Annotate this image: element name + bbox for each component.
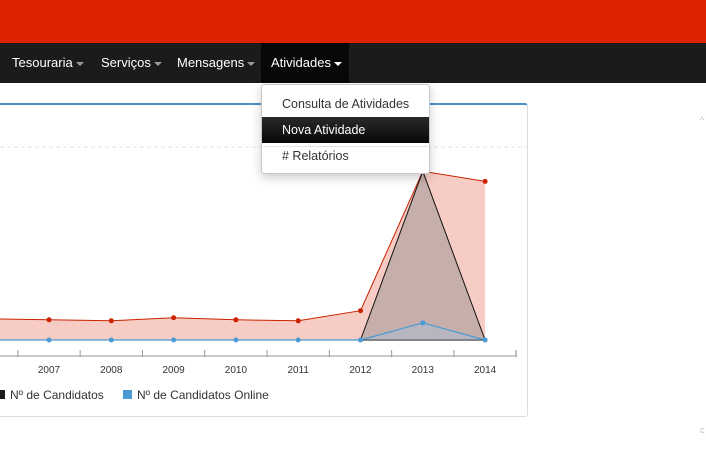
- nav-servicos-label: Serviços: [101, 55, 151, 70]
- series-candidatos-point: [108, 318, 114, 324]
- series-online-point: [108, 337, 114, 343]
- x-tick-label: 2009: [162, 365, 185, 376]
- caret-down-icon: [153, 61, 162, 66]
- atividades-dropdown-menu: Consulta de Atividades Nova Atividade # …: [261, 84, 430, 174]
- series-online-point: [171, 337, 177, 343]
- series-candidatos-point: [46, 317, 52, 323]
- series-candidatos-point: [233, 317, 239, 323]
- series-online-area: [0, 322, 486, 340]
- legend-swatch-online: [123, 390, 132, 400]
- top-brand-bar: [0, 0, 706, 43]
- series-online-point: [420, 320, 426, 326]
- x-tick-label: 2012: [349, 365, 372, 376]
- series-online-point: [295, 337, 301, 343]
- series-online-point: [46, 337, 52, 343]
- background-speck: c: [700, 425, 705, 435]
- overlay-triangle: [359, 169, 486, 341]
- nav-mensagens-label: Mensagens: [177, 55, 245, 70]
- x-tick-label: 2008: [100, 365, 123, 376]
- series-online-point: [358, 337, 363, 343]
- nav-atividades-label: Atividades: [271, 55, 331, 70]
- legend-item-candidatos[interactable]: Nº de Candidatos: [0, 388, 104, 402]
- x-tick-label: 2011: [287, 365, 309, 376]
- nav-servicos[interactable]: Serviços: [101, 43, 162, 83]
- caret-down-icon: [333, 61, 342, 66]
- x-tick-label: 2013: [412, 365, 435, 376]
- legend-label-candidatos: Nº de Candidatos: [10, 388, 104, 402]
- series-candidatos-point: [295, 318, 301, 324]
- x-tick-label: 2014: [474, 365, 497, 376]
- nav-atividades[interactable]: Atividades: [261, 43, 349, 83]
- series-candidatos-point: [482, 178, 488, 184]
- series-online-point: [482, 337, 488, 343]
- nav-tesouraria[interactable]: Tesouraria: [12, 43, 84, 83]
- x-tick-label: 2010: [225, 365, 248, 376]
- main-navbar: Tesouraria Serviços Mensagens Atividades: [0, 43, 706, 83]
- series-candidatos-area: [0, 171, 486, 340]
- caret-down-icon: [247, 61, 256, 66]
- nav-mensagens[interactable]: Mensagens: [177, 43, 256, 83]
- legend-label-online: Nº de Candidatos Online: [137, 388, 269, 402]
- menu-item-consulta-atividades[interactable]: Consulta de Atividades: [282, 97, 410, 111]
- series-online-point: [233, 337, 239, 343]
- menu-divider: [263, 146, 428, 147]
- series-candidatos-point: [171, 315, 177, 321]
- menu-item-relatorios[interactable]: # Relatórios: [282, 149, 349, 163]
- legend-swatch-candidatos: [0, 390, 5, 400]
- background-speck: ^: [700, 115, 705, 125]
- menu-item-nova-atividade[interactable]: Nova Atividade: [262, 117, 429, 143]
- legend-item-online[interactable]: Nº de Candidatos Online: [123, 388, 269, 402]
- series-candidatos-point: [358, 308, 363, 314]
- caret-down-icon: [75, 61, 84, 66]
- nav-tesouraria-label: Tesouraria: [12, 55, 73, 70]
- x-tick-label: 2007: [38, 365, 61, 376]
